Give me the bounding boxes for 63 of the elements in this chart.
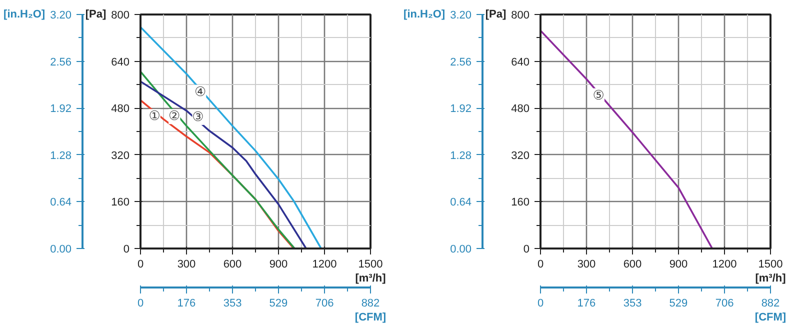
x-tick-label: 900 xyxy=(669,258,688,270)
x2-tick-label: 176 xyxy=(577,298,596,310)
annotation: ⑤ xyxy=(592,88,604,104)
x-tick-label: 600 xyxy=(623,258,642,270)
annotation: ④ xyxy=(194,84,206,100)
x2-tick-label: 882 xyxy=(361,298,380,310)
y-tick-label: 160 xyxy=(511,196,530,209)
x2-tick-label: 529 xyxy=(669,298,688,310)
y2-tick-label: 1.92 xyxy=(450,103,472,116)
y2-axis-title: [in.H₂O] xyxy=(4,8,46,20)
y2-tick-label: 3.20 xyxy=(50,10,72,22)
x-tick-label: 1200 xyxy=(312,258,337,270)
y2-tick-label: 0.64 xyxy=(50,196,72,209)
x2-tick-label: 882 xyxy=(761,298,780,310)
y-axis-title: [Pa] xyxy=(85,8,106,20)
y-tick-label: 0 xyxy=(523,244,530,256)
y2-tick-label: 2.56 xyxy=(450,56,472,68)
y-axis-title: [Pa] xyxy=(485,8,506,20)
line-series xyxy=(540,30,714,248)
y2-axis-title: [in.H₂O] xyxy=(404,8,446,20)
x2-tick-label: 706 xyxy=(715,298,734,310)
x-tick-label: 600 xyxy=(223,258,242,270)
x-tick-label: 300 xyxy=(177,258,196,270)
y-tick-label: 800 xyxy=(111,10,130,22)
x-tick-label: 0 xyxy=(137,258,144,270)
x2-tick-label: 353 xyxy=(223,298,242,310)
y-tick-label: 800 xyxy=(511,10,530,22)
x-axis-title: [m³/h] xyxy=(755,272,786,284)
y2-tick-label: 1.92 xyxy=(50,103,72,116)
y-tick-label: 0 xyxy=(123,244,130,256)
x2-axis-title: [CFM] xyxy=(354,312,386,324)
y2-tick-label: 3.20 xyxy=(450,10,472,22)
x-tick-label: 1500 xyxy=(758,258,783,270)
x2-tick-label: 529 xyxy=(269,298,288,310)
x2-tick-label: 0 xyxy=(137,298,144,310)
x2-tick-label: 176 xyxy=(177,298,196,310)
y-tick-label: 320 xyxy=(111,150,130,162)
annotation: ③ xyxy=(192,110,204,125)
y-tick-label: 640 xyxy=(111,56,130,68)
annotation: ② xyxy=(168,109,180,124)
y2-tick-label: 1.28 xyxy=(50,150,72,162)
y2-tick-label: 0.00 xyxy=(450,244,472,256)
x2-tick-label: 353 xyxy=(623,298,642,310)
x-tick-label: 1500 xyxy=(358,258,383,270)
y2-tick-label: 2.56 xyxy=(50,56,72,68)
y2-tick-label: 0.00 xyxy=(50,244,72,256)
y2-tick-label: 0.64 xyxy=(450,196,472,209)
x2-axis-title: [CFM] xyxy=(754,312,786,324)
x2-tick-label: 706 xyxy=(315,298,334,310)
y2-tick-label: 1.28 xyxy=(450,150,472,162)
line-series xyxy=(140,26,322,248)
x-tick-label: 1200 xyxy=(712,258,737,270)
y-tick-label: 480 xyxy=(111,103,130,116)
x-tick-label: 0 xyxy=(537,258,544,270)
x2-tick-label: 0 xyxy=(537,298,544,310)
y-tick-label: 480 xyxy=(511,103,530,116)
y-tick-label: 640 xyxy=(511,56,530,68)
x-tick-label: 900 xyxy=(269,258,288,270)
annotation: ① xyxy=(148,109,160,124)
x-axis-title: [m³/h] xyxy=(355,272,386,284)
y-tick-label: 160 xyxy=(111,196,130,209)
y-tick-label: 320 xyxy=(511,150,530,162)
x-tick-label: 300 xyxy=(577,258,596,270)
